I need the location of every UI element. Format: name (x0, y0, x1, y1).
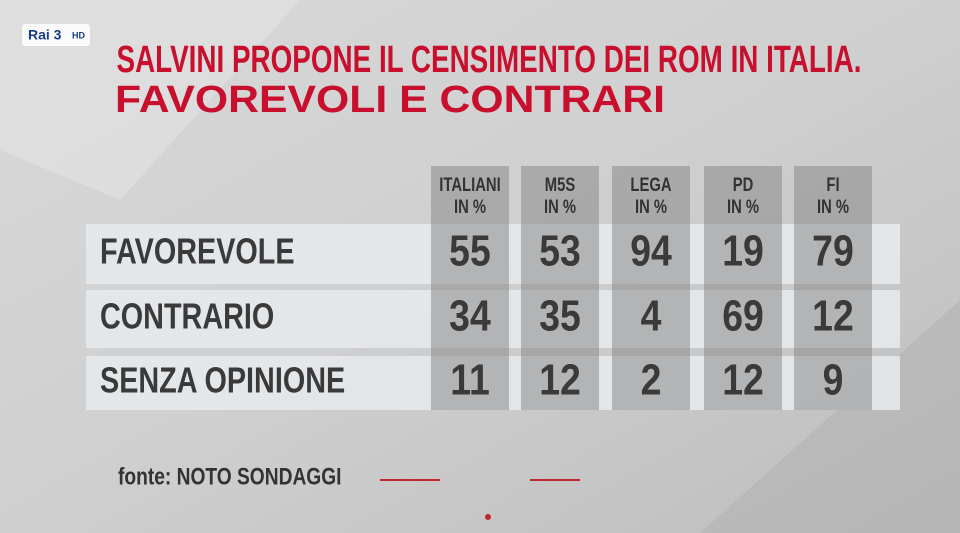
column-box (431, 166, 509, 410)
bg-shape (0, 0, 300, 200)
column-box (794, 166, 872, 410)
cell-value: 35 (539, 291, 581, 341)
column-box (521, 166, 599, 410)
title-line: SALVINI PROPONE IL CENSIMENTO DEI ROM IN… (117, 39, 862, 81)
row-label: CONTRARIO (100, 295, 274, 336)
source: fonte: NOTO SONDAGGI (118, 462, 341, 490)
logo-box (22, 24, 90, 46)
cell-value: 4 (641, 291, 662, 341)
title-line: FAVOREVOLI E CONTRARI (115, 79, 665, 121)
cell-value: 19 (722, 226, 764, 276)
column-header: PD (733, 174, 754, 195)
row-label: FAVOREVOLE (100, 230, 295, 271)
cell-value: 12 (812, 291, 854, 341)
column-header: FI (826, 174, 839, 195)
cell-value: 12 (722, 355, 764, 405)
cell-value: 69 (722, 291, 764, 341)
column-box (704, 166, 782, 410)
cell-value: 55 (449, 226, 491, 276)
cell-value: 2 (641, 355, 662, 405)
column-header: M5S (545, 174, 575, 195)
cell-value: 94 (630, 226, 672, 276)
row-label: SENZA OPINIONE (100, 359, 345, 400)
cell-value: 9 (823, 355, 844, 405)
logo-brand: Rai 3 (28, 27, 62, 43)
cell-value: 12 (539, 355, 581, 405)
column-header: IN % (817, 196, 849, 217)
logo: Rai 3 HD (22, 24, 90, 46)
column-header: IN % (544, 196, 576, 217)
cell-value: 53 (539, 226, 581, 276)
column-header: IN % (727, 196, 759, 217)
column-box (612, 166, 690, 410)
column-header: LEGA (630, 174, 671, 195)
deco-dot (485, 514, 491, 520)
column-header: ITALIANI (439, 174, 500, 195)
cell-value: 79 (812, 226, 854, 276)
column-header: IN % (635, 196, 667, 217)
cell-value: 11 (450, 355, 490, 405)
cell-value: 34 (449, 291, 491, 341)
logo-badge: HD (72, 30, 85, 40)
column-header: IN % (454, 196, 486, 217)
